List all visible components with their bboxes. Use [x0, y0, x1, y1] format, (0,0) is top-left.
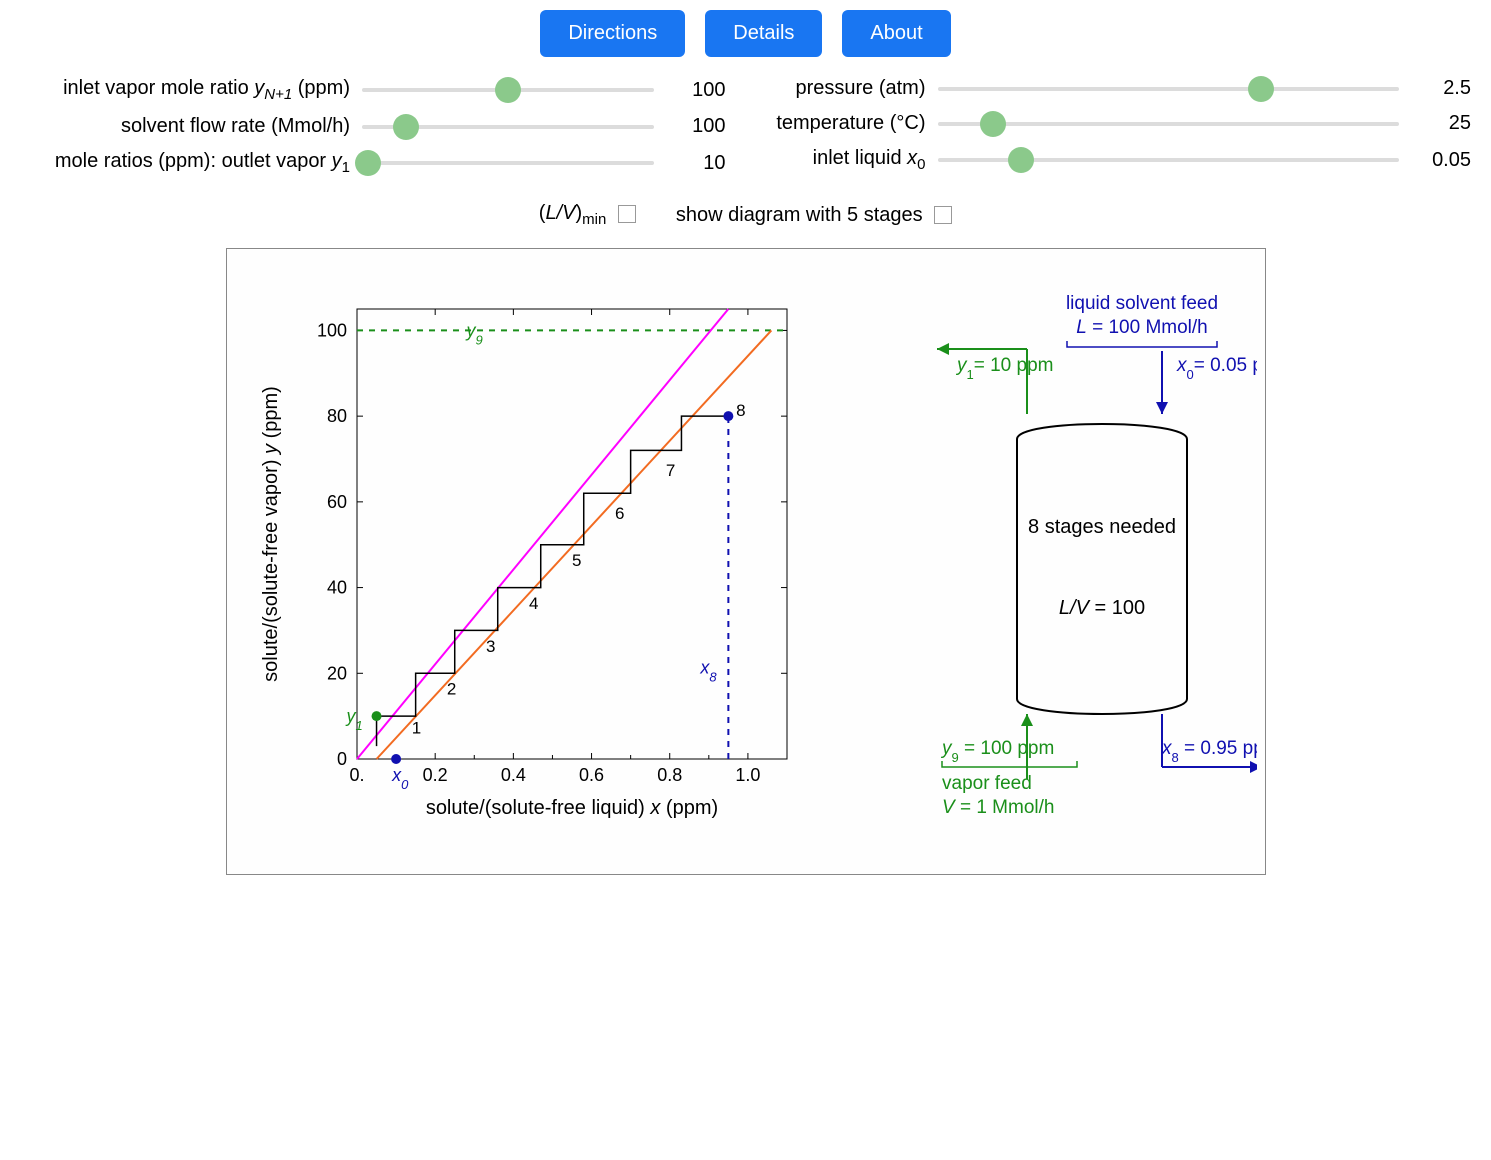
svg-text:vapor feed: vapor feed: [942, 773, 1032, 794]
P-value: 2.5: [1411, 77, 1471, 100]
svg-text:L/V = 100: L/V = 100: [1058, 597, 1144, 619]
svg-text:5: 5: [572, 551, 581, 570]
L-slider[interactable]: [362, 125, 654, 129]
L-value: 100: [666, 115, 726, 138]
x0-value: 0.05: [1411, 149, 1471, 172]
P-slider[interactable]: [938, 87, 1400, 91]
svg-text:40: 40: [326, 578, 346, 598]
svg-text:20: 20: [326, 663, 346, 683]
P-label: pressure (atm): [766, 77, 926, 100]
svg-text:7: 7: [665, 461, 674, 480]
svg-text:y1: y1: [344, 706, 362, 733]
svg-text:y1= 10 ppm: y1= 10 ppm: [955, 355, 1053, 382]
svg-text:8 stages needed: 8 stages needed: [1028, 516, 1176, 538]
svg-text:solute/(solute-free vapor) y: solute/(solute-free vapor) y (ppm): [260, 386, 282, 682]
svg-text:y9 = 100 ppm: y9 = 100 ppm: [940, 738, 1054, 765]
svg-text:V = 1 Mmol/h: V = 1 Mmol/h: [942, 797, 1054, 818]
svg-text:1.0: 1.0: [735, 765, 760, 785]
yN1-value: 100: [666, 79, 726, 102]
figure-svg: 0 20 40 60 80 100 0. 0.2 0.4 0.6 0.8 1.0 solute/(sol…: [237, 259, 1257, 859]
svg-text:x8: x8: [699, 657, 717, 684]
y1-value: 10: [666, 152, 726, 175]
showdiag-checkbox-label: show diagram with 5 stages: [676, 204, 952, 227]
T-value: 25: [1411, 112, 1471, 135]
svg-text:0.8: 0.8: [657, 765, 682, 785]
svg-text:6: 6: [615, 504, 624, 523]
x0-label: inlet liquid x0: [766, 147, 926, 173]
svg-text:0: 0: [336, 749, 346, 769]
L-label: solvent flow rate (Mmol/h): [20, 115, 350, 138]
svg-text:0.: 0.: [349, 765, 364, 785]
svg-text:0.2: 0.2: [422, 765, 447, 785]
svg-text:100: 100: [316, 320, 346, 340]
figure-container: 0 20 40 60 80 100 0. 0.2 0.4 0.6 0.8 1.0 solute/(sol…: [226, 248, 1266, 875]
svg-text:0.6: 0.6: [579, 765, 604, 785]
svg-text:1: 1: [411, 718, 420, 737]
svg-text:2: 2: [446, 680, 455, 699]
showdiag-checkbox[interactable]: [934, 206, 952, 224]
svg-text:3: 3: [486, 637, 495, 656]
svg-text:L = 100 Mmol/h: L = 100 Mmol/h: [1076, 317, 1208, 338]
svg-text:60: 60: [326, 492, 346, 512]
about-button[interactable]: About: [842, 10, 950, 57]
svg-text:0.4: 0.4: [500, 765, 525, 785]
lvmin-checkbox[interactable]: [618, 205, 636, 223]
svg-text:x0: x0: [391, 765, 409, 792]
svg-text:solute/(solute-free liquid) x: solute/(solute-free liquid) x (ppm): [425, 797, 717, 819]
T-label: temperature (°C): [766, 112, 926, 135]
yN1-label: inlet vapor mole ratio yN+1 (ppm): [20, 77, 350, 103]
svg-text:x0= 0.05 ppm: x0= 0.05 ppm: [1176, 355, 1257, 382]
svg-text:80: 80: [326, 406, 346, 426]
yN1-slider[interactable]: [362, 88, 654, 92]
details-button[interactable]: Details: [705, 10, 822, 57]
directions-button[interactable]: Directions: [540, 10, 685, 57]
y1-label: mole ratios (ppm): outlet vapor y1: [20, 150, 350, 176]
svg-text:x8 = 0.95 ppm: x8 = 0.95 ppm: [1161, 738, 1257, 765]
x0-slider[interactable]: [938, 158, 1400, 162]
T-slider[interactable]: [938, 122, 1400, 126]
y1-slider[interactable]: [362, 161, 654, 165]
svg-text:8: 8: [736, 401, 745, 420]
lvmin-checkbox-label: (L/V)min: [539, 202, 636, 228]
svg-text:liquid solvent feed: liquid solvent feed: [1065, 293, 1217, 314]
svg-text:y9: y9: [464, 320, 482, 347]
svg-text:4: 4: [529, 594, 538, 613]
